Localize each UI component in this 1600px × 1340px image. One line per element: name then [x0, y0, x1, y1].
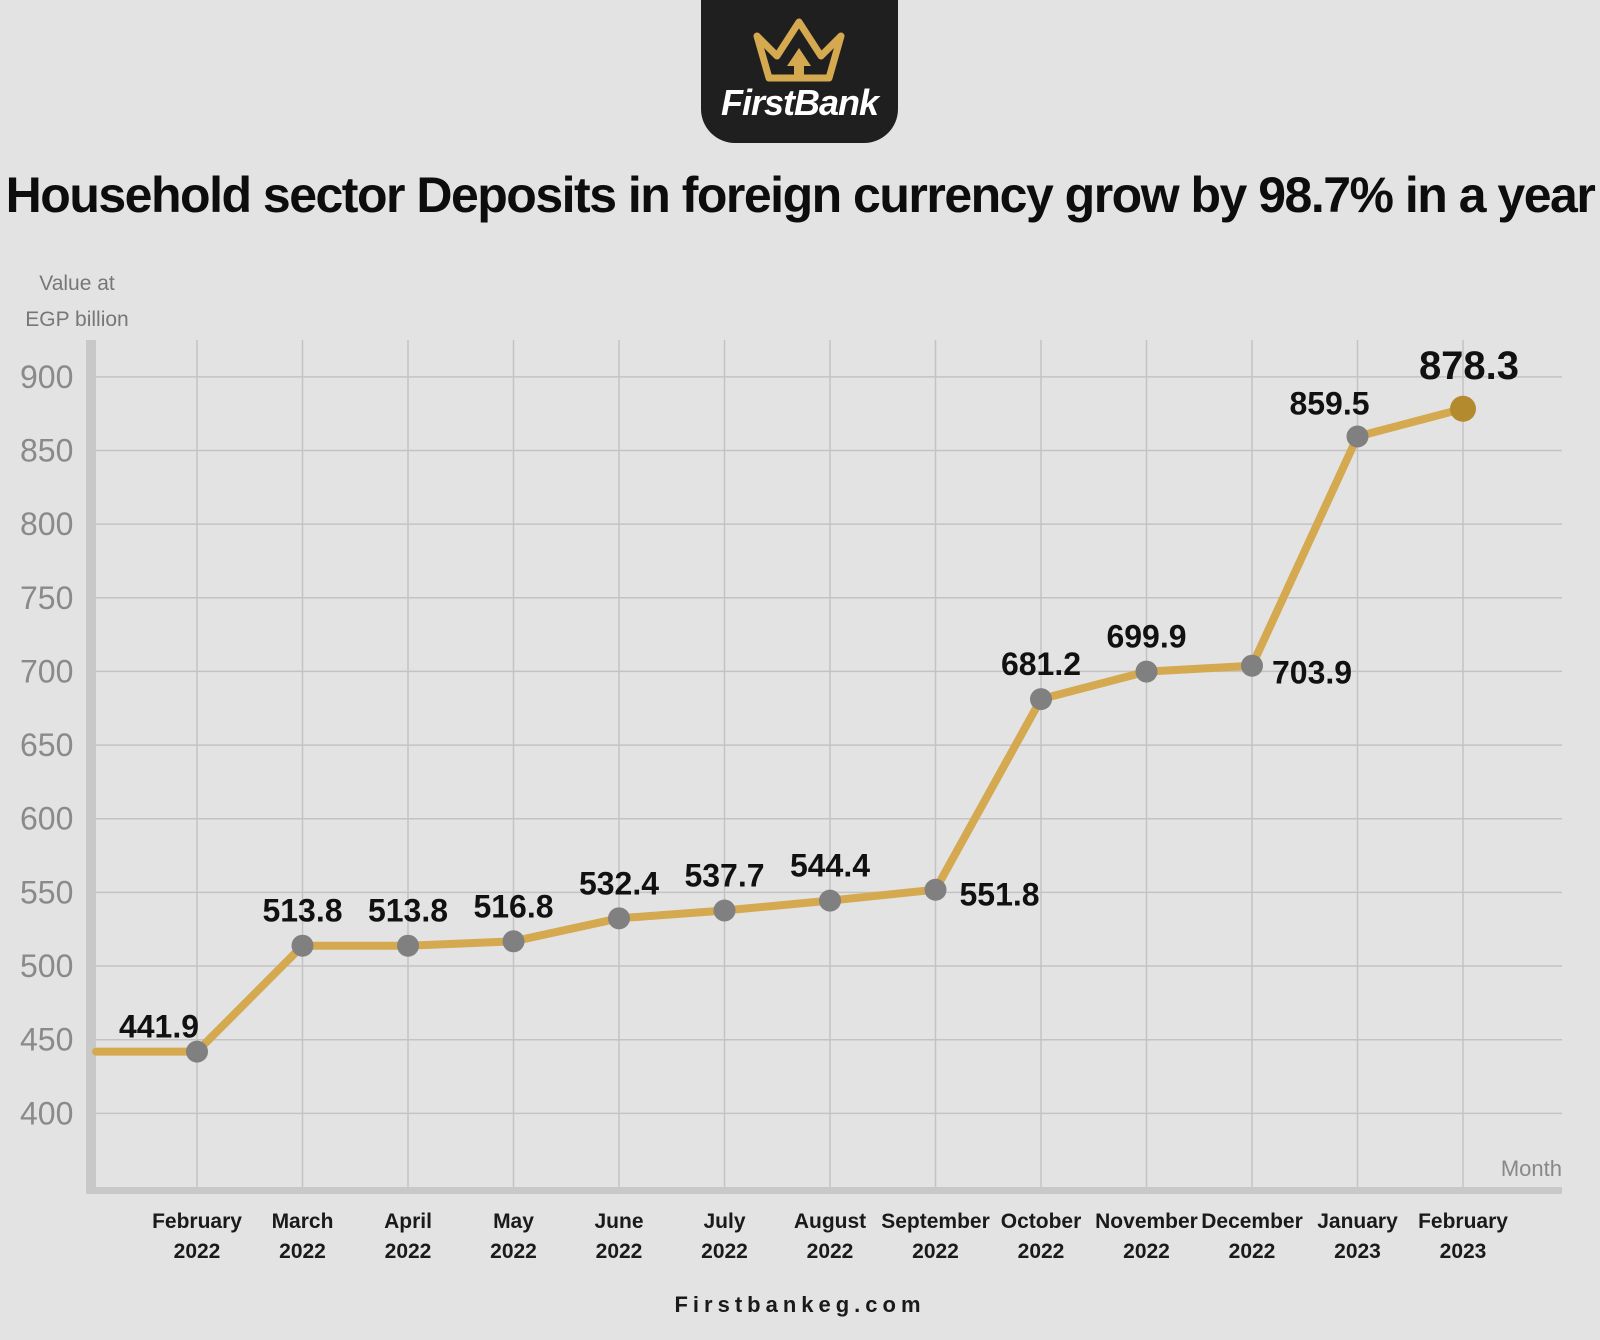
y-tick-label: 400 — [20, 1095, 73, 1131]
x-tick-label-year: 2023 — [1440, 1240, 1487, 1263]
data-point — [502, 930, 525, 953]
x-tick-label-year: 2022 — [490, 1240, 537, 1263]
x-tick-label-month: February — [1418, 1210, 1508, 1233]
y-tick-label: 900 — [20, 359, 73, 395]
data-label: 703.9 — [1272, 655, 1352, 691]
data-label: 537.7 — [684, 858, 764, 894]
data-label: 513.8 — [368, 893, 448, 929]
x-tick-label-month: December — [1201, 1210, 1303, 1233]
x-tick-label-month: August — [794, 1210, 866, 1233]
x-tick-label-year: 2022 — [1123, 1240, 1170, 1263]
data-point — [713, 899, 736, 922]
y-tick-label: 650 — [20, 727, 73, 763]
y-tick-label: 450 — [20, 1022, 73, 1058]
data-point — [1135, 660, 1158, 683]
y-tick-label: 750 — [20, 580, 73, 616]
data-label: 878.3 — [1419, 344, 1519, 388]
data-point — [1030, 688, 1052, 711]
firstbank-logo: FirstBank — [701, 0, 898, 143]
y-axis-line — [86, 340, 96, 1191]
y-tick-label: 500 — [20, 948, 73, 984]
x-tick-label-year: 2022 — [807, 1240, 854, 1263]
x-tick-label-month: March — [272, 1210, 334, 1233]
x-tick-label-month: November — [1095, 1210, 1198, 1233]
x-tick-label-month: February — [152, 1210, 242, 1233]
x-tick-label-year: 2022 — [174, 1240, 221, 1263]
data-label: 699.9 — [1106, 619, 1186, 655]
x-tick-label-month: May — [493, 1210, 534, 1233]
brand-name: FirstBank — [720, 82, 879, 123]
y-tick-label: 550 — [20, 874, 73, 910]
x-tick-label-month: October — [1001, 1210, 1082, 1233]
data-label: 516.8 — [473, 888, 553, 924]
x-tick-label-year: 2022 — [1018, 1240, 1065, 1263]
website-footer: Firstbankeg.com — [674, 1292, 926, 1317]
x-tick-label-year: 2022 — [279, 1240, 326, 1263]
data-label: 532.4 — [579, 865, 659, 901]
data-label: 544.4 — [790, 848, 870, 884]
data-point — [924, 878, 947, 901]
x-tick-label-month: January — [1317, 1210, 1398, 1233]
x-tick-label-year: 2022 — [1229, 1240, 1276, 1263]
data-point — [1346, 425, 1369, 448]
chart-title: Household sector Deposits in foreign cur… — [5, 167, 1596, 223]
x-axis-line — [86, 1187, 1562, 1194]
y-axis-label: Value at EGP billion — [25, 272, 129, 331]
crown-icon — [753, 18, 845, 82]
data-point — [608, 907, 630, 930]
x-tick-label-year: 2022 — [596, 1240, 643, 1263]
data-point-highlight — [1450, 395, 1476, 422]
y-tick-label: 700 — [20, 653, 73, 689]
y-tick-label: 850 — [20, 432, 73, 468]
x-axis-label: Month — [1501, 1156, 1562, 1181]
y-tick-label: 600 — [20, 801, 73, 837]
x-tick-label-year: 2022 — [385, 1240, 432, 1263]
x-tick-label-month: June — [594, 1210, 643, 1233]
data-label: 859.5 — [1289, 385, 1369, 421]
data-point — [291, 934, 314, 957]
x-tick-label-year: 2022 — [912, 1240, 959, 1263]
y-tick-label: 800 — [20, 506, 73, 542]
series-line — [92, 404, 1467, 1056]
data-point — [397, 934, 419, 957]
data-label: 513.8 — [262, 893, 342, 929]
data-label: 551.8 — [960, 877, 1040, 913]
x-tick-label-month: April — [384, 1210, 432, 1233]
data-point — [1241, 654, 1263, 677]
x-tick-label-year: 2022 — [701, 1240, 748, 1263]
x-tick-label-year: 2023 — [1334, 1240, 1381, 1263]
x-tick-label-month: September — [881, 1210, 990, 1233]
data-point — [819, 889, 841, 912]
data-label: 441.9 — [119, 1009, 199, 1045]
data-label: 681.2 — [1001, 646, 1081, 682]
data-point — [186, 1040, 208, 1063]
x-tick-label-month: July — [703, 1210, 745, 1233]
